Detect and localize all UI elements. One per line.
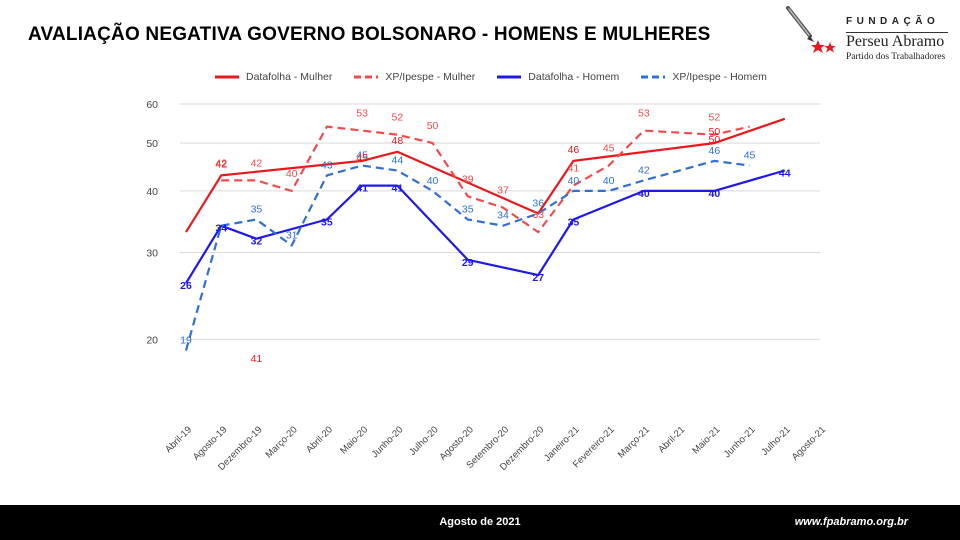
- data-label: 48: [391, 135, 403, 147]
- legend-swatch: [641, 75, 666, 79]
- data-label: 50: [427, 120, 439, 132]
- data-label: 43: [321, 159, 333, 171]
- data-label: 35: [568, 217, 580, 229]
- data-label: 53: [356, 108, 368, 120]
- data-label: 42: [215, 157, 227, 169]
- y-tick-label: 50: [146, 138, 158, 150]
- legend-item: XP/Ipespe - Mulher: [354, 71, 475, 83]
- data-label: 46: [568, 144, 580, 156]
- data-label: 33: [532, 209, 544, 221]
- legend-swatch: [215, 75, 239, 79]
- x-tick-label: Julho-20: [407, 424, 441, 458]
- series-line-0: [185, 117, 786, 233]
- data-label: 41: [251, 353, 263, 365]
- legend-label: Datafolha - Mulher: [246, 71, 333, 83]
- x-tick-label: Abril-21: [656, 424, 687, 455]
- data-label: 35: [462, 204, 474, 216]
- data-label: 41: [391, 183, 403, 195]
- x-tick-label: Junho-21: [722, 424, 758, 460]
- legend-swatch: [354, 75, 379, 79]
- legend-label: XP/Ipespe - Mulher: [385, 71, 476, 83]
- data-label: 44: [391, 154, 403, 166]
- legend-swatch: [497, 75, 522, 79]
- series-line-3: [184, 159, 750, 351]
- x-tick-label: Agosto-21: [790, 424, 828, 462]
- data-label: 46: [708, 145, 720, 157]
- legend-item: Datafolha - Homem: [497, 71, 619, 83]
- data-label: 34: [497, 210, 509, 222]
- data-label: 36: [532, 197, 544, 209]
- series-line-2: [185, 169, 786, 284]
- data-label: 42: [251, 157, 263, 169]
- logo-party-text: Partido dos Trabalhadores: [846, 52, 946, 62]
- y-tick-label: 60: [146, 99, 158, 111]
- x-tick-label: Abril-19: [163, 424, 194, 455]
- fpa-logo: FUNDAÇÃO Perseu Abramo Partido dos Traba…: [780, 4, 955, 64]
- data-label: 42: [215, 158, 227, 170]
- logo-name-text: Perseu Abramo: [846, 33, 945, 50]
- data-label: 29: [462, 257, 474, 269]
- pen-stars-icon: [786, 6, 836, 53]
- legend-label: XP/Ipespe - Homem: [672, 71, 767, 83]
- x-tick-label: Maio-20: [338, 424, 370, 456]
- x-tick-label: Maio-21: [690, 424, 722, 456]
- data-label: 50: [708, 134, 720, 146]
- chart-legend: Datafolha - Mulher XP/Ipespe - Mulher Data…: [215, 70, 767, 84]
- y-tick-label: 30: [146, 248, 158, 260]
- x-tick-label: Março-20: [264, 424, 300, 460]
- data-label: 40: [708, 188, 720, 200]
- data-label: 35: [251, 204, 263, 216]
- data-label: 45: [356, 152, 368, 164]
- data-label: 40: [603, 175, 615, 187]
- chart-title: AVALIAÇÃO NEGATIVA GOVERNO BOLSONARO - H…: [28, 24, 711, 45]
- data-label: 34: [215, 223, 227, 235]
- legend-label: Datafolha - Homem: [528, 71, 620, 83]
- logo-fundacao-text: FUNDAÇÃO: [846, 16, 940, 27]
- data-label: 40: [568, 175, 580, 187]
- y-tick-label: 40: [146, 186, 158, 198]
- data-label: 41: [568, 163, 580, 175]
- data-label: 45: [603, 143, 615, 155]
- legend-item: XP/Ipespe - Homem: [641, 71, 767, 83]
- x-tick-label: Junho-20: [370, 424, 406, 460]
- data-label: 40: [427, 175, 439, 187]
- data-label: 35: [321, 217, 333, 229]
- data-label: 26: [180, 280, 192, 292]
- series-line-1: [221, 125, 750, 234]
- x-tick-label: Julho-21: [759, 424, 793, 458]
- data-label: 50: [708, 126, 720, 138]
- data-label: 45: [744, 150, 756, 162]
- data-label: 27: [532, 272, 544, 284]
- data-label: 44: [779, 167, 791, 179]
- legend-item: Datafolha - Mulher: [215, 71, 332, 83]
- data-label: 45: [356, 150, 368, 162]
- logo-divider: [846, 32, 948, 33]
- data-label: 42: [638, 164, 650, 176]
- data-label: 53: [638, 108, 650, 120]
- data-label: 19: [180, 334, 192, 346]
- footer-website: www.fpabramo.org.br: [794, 516, 908, 528]
- x-tick-label: Abril-20: [304, 424, 335, 455]
- data-label: 40: [286, 168, 298, 180]
- x-tick-label: Março-21: [616, 424, 652, 460]
- footer-date: Agosto de 2021: [439, 516, 521, 528]
- footer-bar: Agosto de 2021 www.fpabramo.org.br: [0, 505, 960, 540]
- data-label: 52: [708, 112, 720, 124]
- data-label: 31: [286, 230, 298, 242]
- data-label: 41: [356, 183, 368, 195]
- data-label: 39: [462, 173, 474, 185]
- y-tick-label: 20: [146, 334, 158, 346]
- data-label: 37: [497, 185, 509, 197]
- data-label: 52: [391, 112, 403, 124]
- data-label: 40: [638, 188, 650, 200]
- data-label: 32: [251, 236, 263, 248]
